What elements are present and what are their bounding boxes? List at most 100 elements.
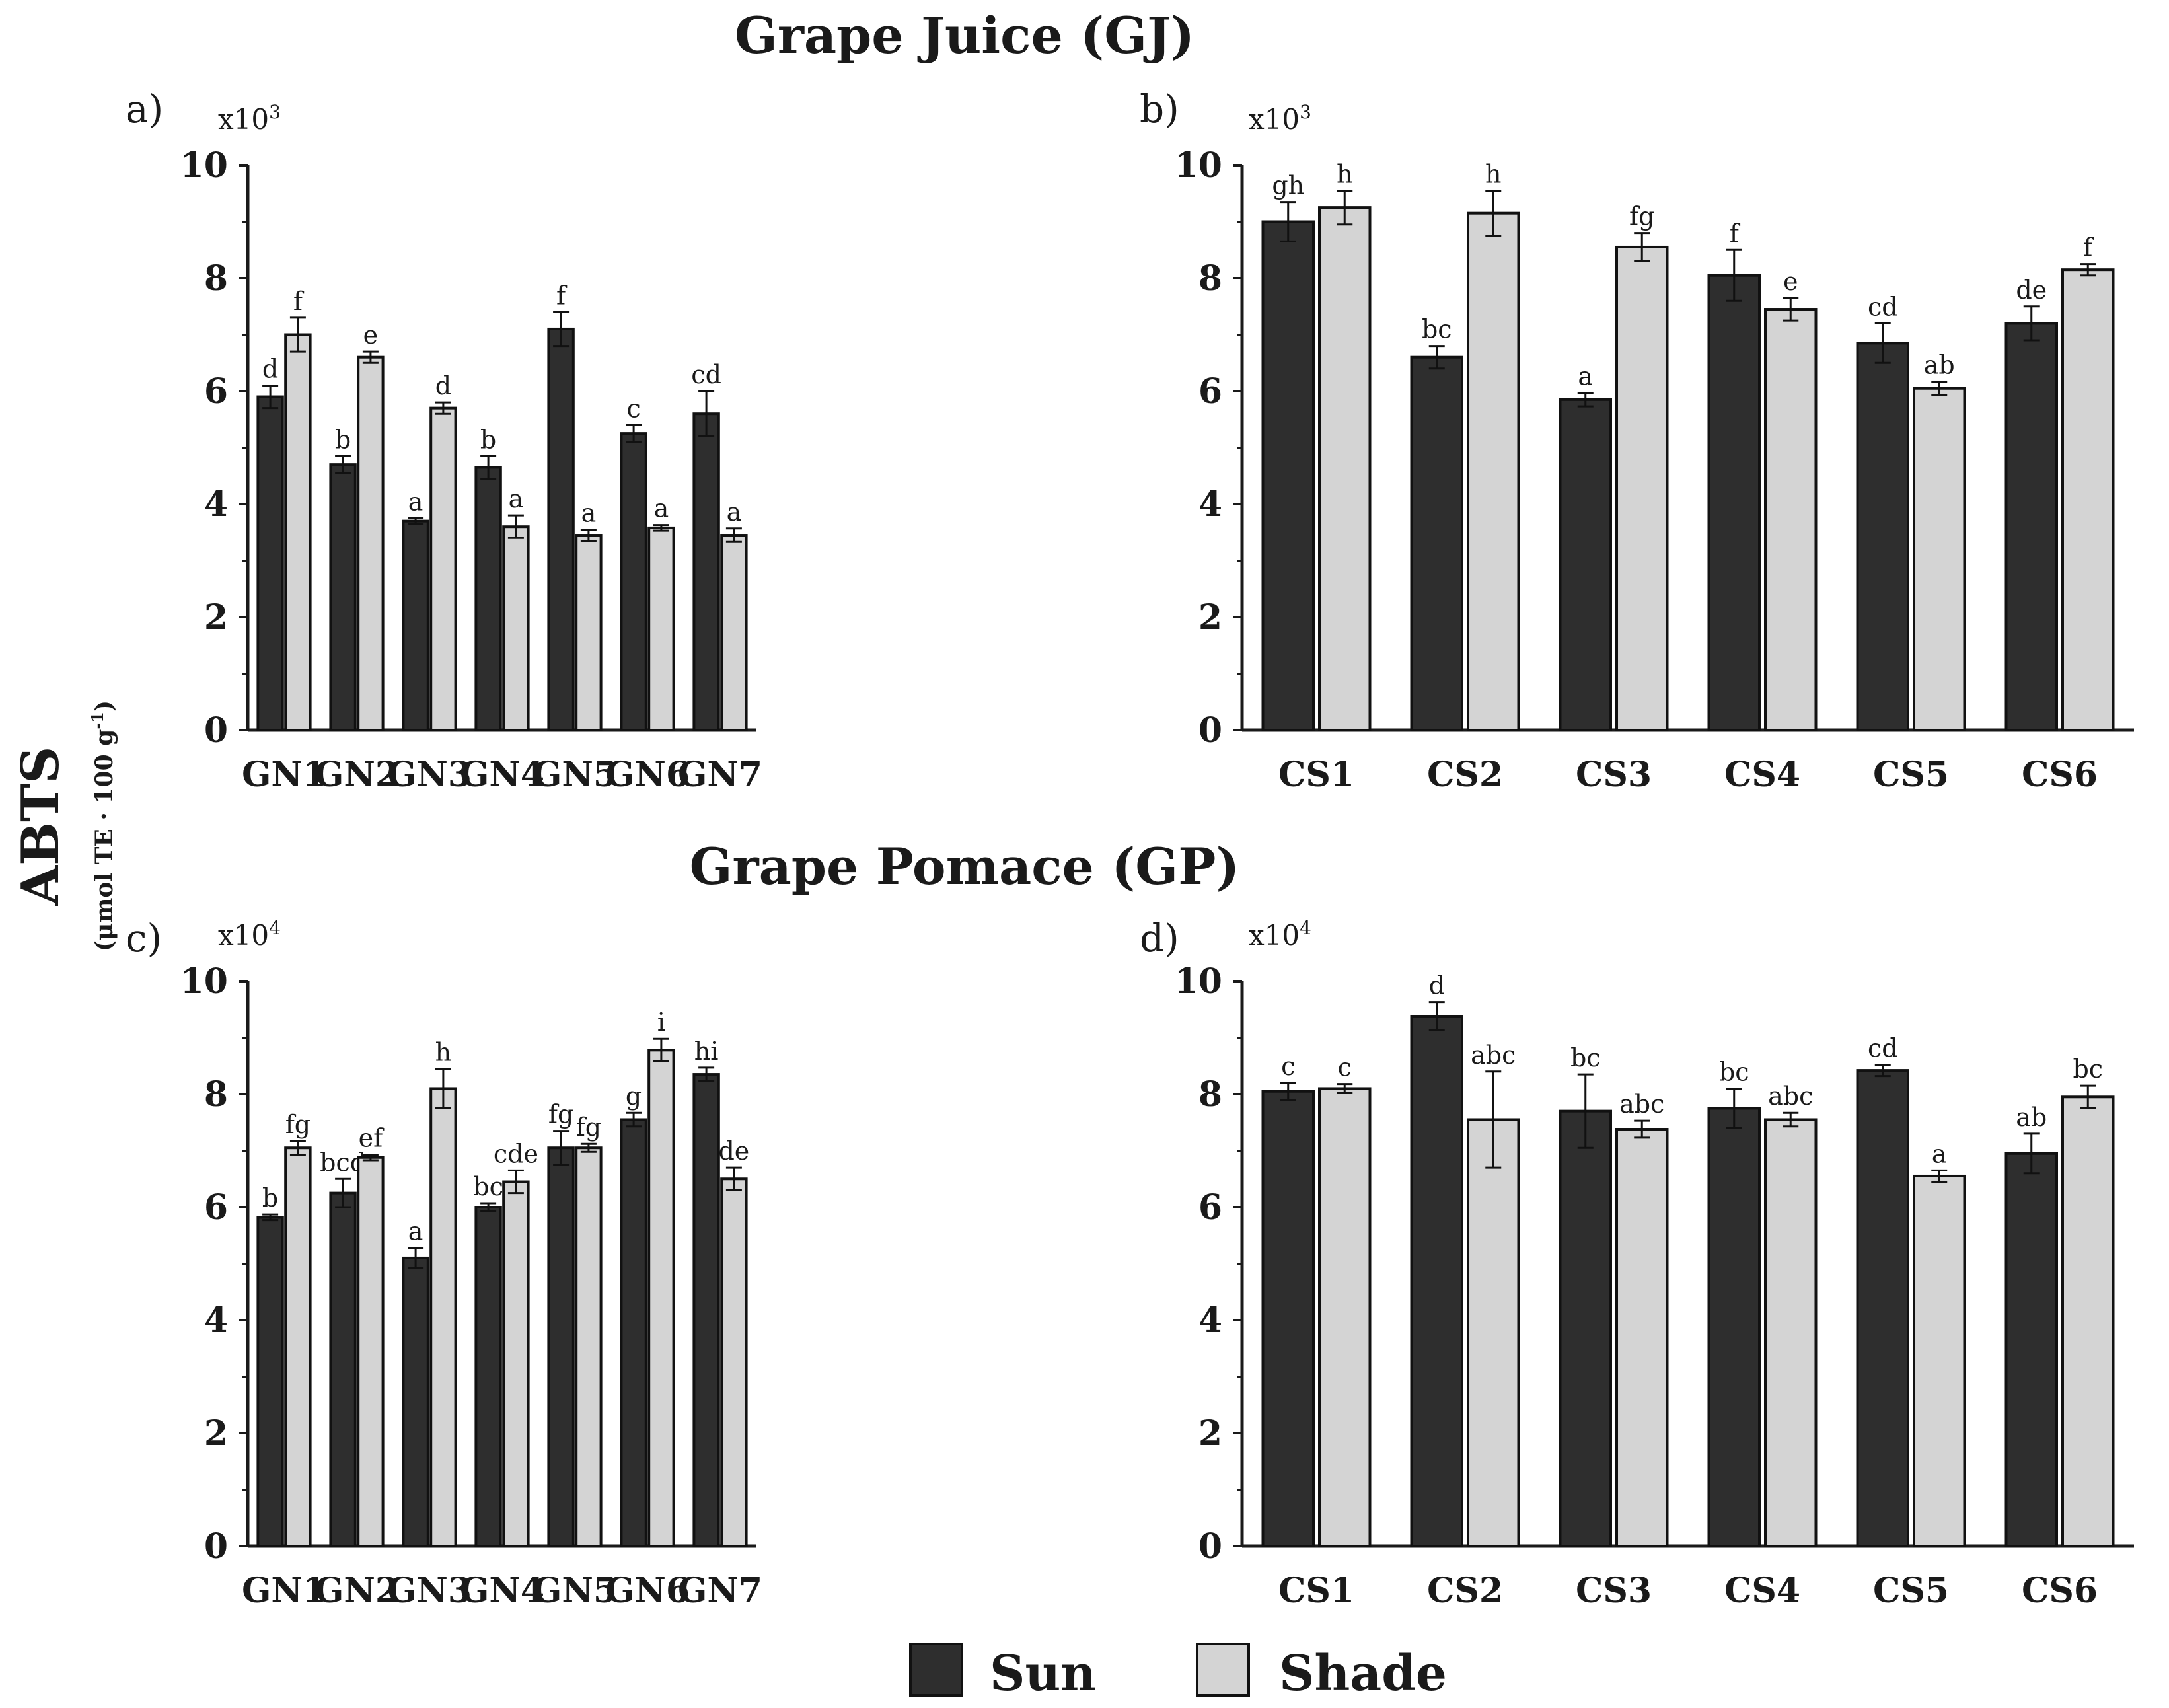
x-tick-label: CS5 <box>1873 755 1949 795</box>
y-tick-label: 8 <box>204 1074 228 1115</box>
significance-letter: b <box>335 425 351 454</box>
bar-shade <box>575 1146 603 1547</box>
y-tick-label: 2 <box>204 1413 228 1454</box>
x-tick-label: CS1 <box>1278 1571 1354 1611</box>
bar-sun <box>1261 1090 1315 1547</box>
y-axis-label-main: ABTS <box>11 747 71 907</box>
bar-shade <box>357 1156 385 1547</box>
bar-sun <box>1410 355 1463 731</box>
significance-letter: ab <box>1924 350 1955 379</box>
axis-scale-label: x104 <box>218 917 281 952</box>
bar-shade <box>1467 1118 1520 1547</box>
axis-scale-label: x103 <box>218 101 281 136</box>
y-tick-label: 0 <box>204 710 228 751</box>
y-tick-label: 10 <box>1175 961 1222 1002</box>
y-tick-label: 0 <box>1198 1526 1222 1567</box>
significance-letter: fg <box>548 1100 573 1129</box>
x-tick-label: CS2 <box>1427 1571 1503 1611</box>
significance-letter: ab <box>2016 1103 2047 1132</box>
y-tick-label: 2 <box>204 597 228 638</box>
bar-shade <box>2061 268 2115 731</box>
bar-shade <box>647 1049 675 1548</box>
bar-sun <box>2004 1152 2058 1547</box>
significance-letter: fg <box>1629 202 1654 231</box>
y-tick-label: 8 <box>1198 1074 1222 1115</box>
x-tick-label: CS2 <box>1427 755 1503 795</box>
bar-sun <box>1559 398 1612 731</box>
bar-sun <box>402 519 429 732</box>
y-tick-label: 4 <box>204 1300 228 1341</box>
significance-letter: bc <box>1570 1043 1601 1072</box>
significance-letter: b <box>262 1183 278 1212</box>
panel-label: b) <box>1140 87 1179 131</box>
x-tick-label: CS3 <box>1576 755 1652 795</box>
legend-sun-swatch <box>909 1643 963 1697</box>
significance-letter: fg <box>576 1113 601 1142</box>
bar-shade <box>575 534 603 732</box>
significance-letter: a <box>509 484 524 513</box>
y-tick-label: 6 <box>1198 1187 1222 1228</box>
y-tick-label: 10 <box>180 145 228 186</box>
bar-shade <box>1318 1087 1372 1547</box>
x-tick-label: GN6 <box>605 755 690 795</box>
y-tick-label: 10 <box>1175 145 1222 186</box>
y-tick-label: 0 <box>204 1526 228 1567</box>
significance-letter: bc <box>1719 1057 1749 1086</box>
x-tick-label: CS6 <box>2022 1571 2098 1611</box>
y-axis-label-units: (μmol TE · 100 g-1) <box>88 700 119 951</box>
x-tick-label: GN1 <box>242 1571 326 1611</box>
significance-letter: cd <box>1868 292 1898 321</box>
y-tick-label: 8 <box>1198 258 1222 299</box>
significance-letter: h <box>1485 159 1501 188</box>
significance-letter: g <box>626 1082 642 1111</box>
y-axis-label: ABTS (μmol TE · 100 g-1) <box>11 700 118 951</box>
legend: Sun Shade <box>909 1643 1447 1702</box>
bar-shade <box>1318 206 1372 731</box>
significance-letter: e <box>363 320 379 350</box>
bar-sun <box>692 412 720 731</box>
bar-sun <box>2004 322 2058 731</box>
x-tick-label: CS3 <box>1576 1571 1652 1611</box>
x-tick-label: CS5 <box>1873 1571 1949 1611</box>
bar-shade <box>284 333 312 731</box>
significance-letter: a <box>727 498 742 527</box>
bar-shade <box>502 1180 530 1547</box>
x-tick-label: GN3 <box>387 1571 472 1611</box>
significance-letter: a <box>1932 1139 1947 1168</box>
significance-letter: a <box>408 487 423 516</box>
significance-letter: ef <box>359 1123 385 1152</box>
y-tick-label: 6 <box>204 371 228 412</box>
bar-sun <box>402 1256 429 1547</box>
axis-scale-label: x104 <box>1249 917 1311 952</box>
significance-letter: c <box>1281 1052 1295 1081</box>
panel-label: a) <box>126 87 163 131</box>
bar-shade <box>1764 308 1818 731</box>
y-tick-label: 4 <box>204 484 228 525</box>
significance-letter: f <box>556 281 568 310</box>
bar-sun <box>1410 1015 1463 1547</box>
significance-letter: bc <box>1422 315 1452 344</box>
x-tick-label: CS4 <box>1724 755 1800 795</box>
significance-letter: f <box>1730 219 1741 248</box>
significance-letter: gh <box>1272 171 1304 200</box>
x-tick-label: CS4 <box>1724 1571 1800 1611</box>
y-tick-label: 2 <box>1198 597 1222 638</box>
bar-shade <box>1615 1128 1669 1547</box>
x-tick-label: GN5 <box>533 755 617 795</box>
significance-letter: i <box>657 1008 665 1037</box>
significance-letter: bc <box>473 1172 503 1201</box>
bar-sun <box>474 1206 502 1547</box>
significance-letter: e <box>1783 267 1798 296</box>
x-tick-label: GN4 <box>460 755 544 795</box>
bar-shade <box>1913 1174 1966 1547</box>
x-tick-label: GN3 <box>387 755 472 795</box>
significance-letter: d <box>262 354 278 383</box>
significance-letter: b <box>480 425 496 454</box>
bar-sun <box>256 1216 284 1547</box>
significance-letter: a <box>654 494 669 523</box>
axis-scale-label: x103 <box>1249 101 1311 136</box>
grape-juice-title: Grape Juice (GJ) <box>735 6 1195 65</box>
significance-letter: hi <box>694 1037 719 1066</box>
significance-letter: abc <box>1768 1082 1813 1111</box>
y-tick-label: 10 <box>180 961 228 1002</box>
